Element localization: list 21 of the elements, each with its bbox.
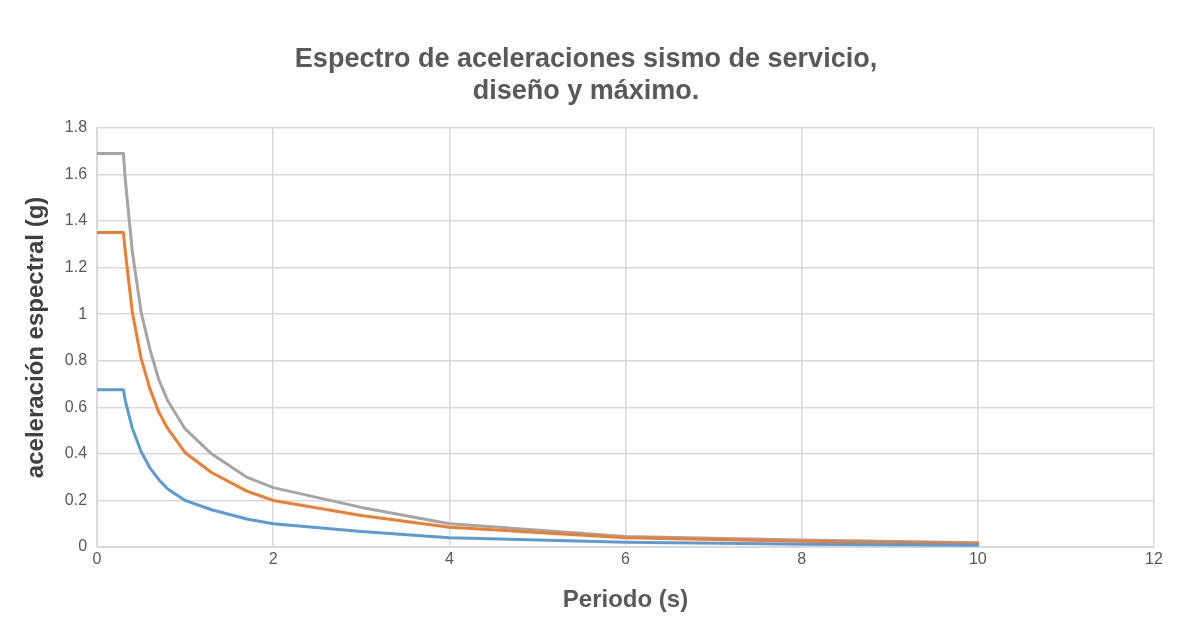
x-axis-title: Periodo (s) <box>562 585 689 613</box>
text: diseño y máximo. <box>472 75 700 106</box>
y-tick-label: 1.4 <box>64 211 88 229</box>
y-tick-label: 1.2 <box>64 257 88 275</box>
x-tick-label: 12 <box>1145 550 1163 568</box>
y-tick-label: 0 <box>78 537 88 555</box>
y-axis-title: aceleración espectral (g) <box>21 196 49 479</box>
y-tick-label: 0.8 <box>64 351 88 369</box>
x-tick-label: 0 <box>92 550 102 568</box>
text: Espectro de aceleraciones sismo de servicio, <box>294 42 878 73</box>
x-tick-label: 4 <box>444 550 454 568</box>
y-tick-label: 1.6 <box>64 164 88 182</box>
x-tick-label: 10 <box>968 550 987 568</box>
x-tick-label: 2 <box>268 550 278 568</box>
y-tick-label: 1.8 <box>64 118 88 136</box>
x-tick-label: 8 <box>797 550 807 568</box>
x-tick-label: 6 <box>621 550 631 568</box>
y-tick-label: 0.6 <box>64 397 88 415</box>
y-tick-label: 0.2 <box>64 490 88 508</box>
y-tick-label: 0.4 <box>64 444 88 462</box>
y-tick-label: 1 <box>78 304 88 322</box>
